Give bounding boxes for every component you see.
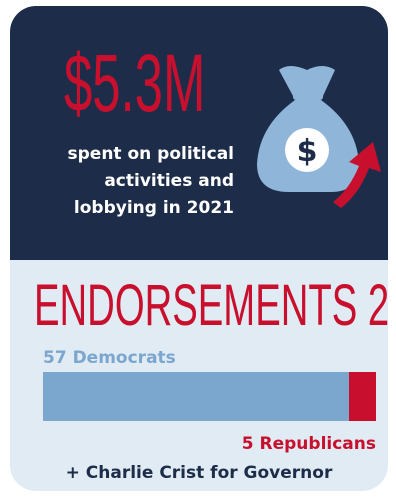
governor-endorsement: + Charlie Crist for Governor xyxy=(65,463,333,483)
spending-line: activities and xyxy=(104,171,234,191)
spending-panel: $5.3M spent on political activities and … xyxy=(10,6,388,260)
up-arrow-icon xyxy=(333,142,381,208)
spending-description: spent on political activities and lobbyi… xyxy=(28,141,235,222)
money-bag-icon: $ xyxy=(257,66,381,208)
endorsements-title: ENDORSEMENTS 2022 xyxy=(34,273,388,338)
spending-line: lobbying in 2021 xyxy=(73,198,234,218)
svg-text:$: $ xyxy=(297,134,318,169)
republicans-label: 5 Republicans xyxy=(241,434,376,454)
spending-amount: $5.3M xyxy=(64,38,206,129)
infographic-card: $5.3M spent on political activities and … xyxy=(10,6,388,491)
spending-line: spent on political xyxy=(67,144,235,164)
democrats-bar-segment xyxy=(43,372,349,421)
endorsement-bar xyxy=(43,372,376,421)
democrats-label: 57 Democrats xyxy=(43,348,176,368)
